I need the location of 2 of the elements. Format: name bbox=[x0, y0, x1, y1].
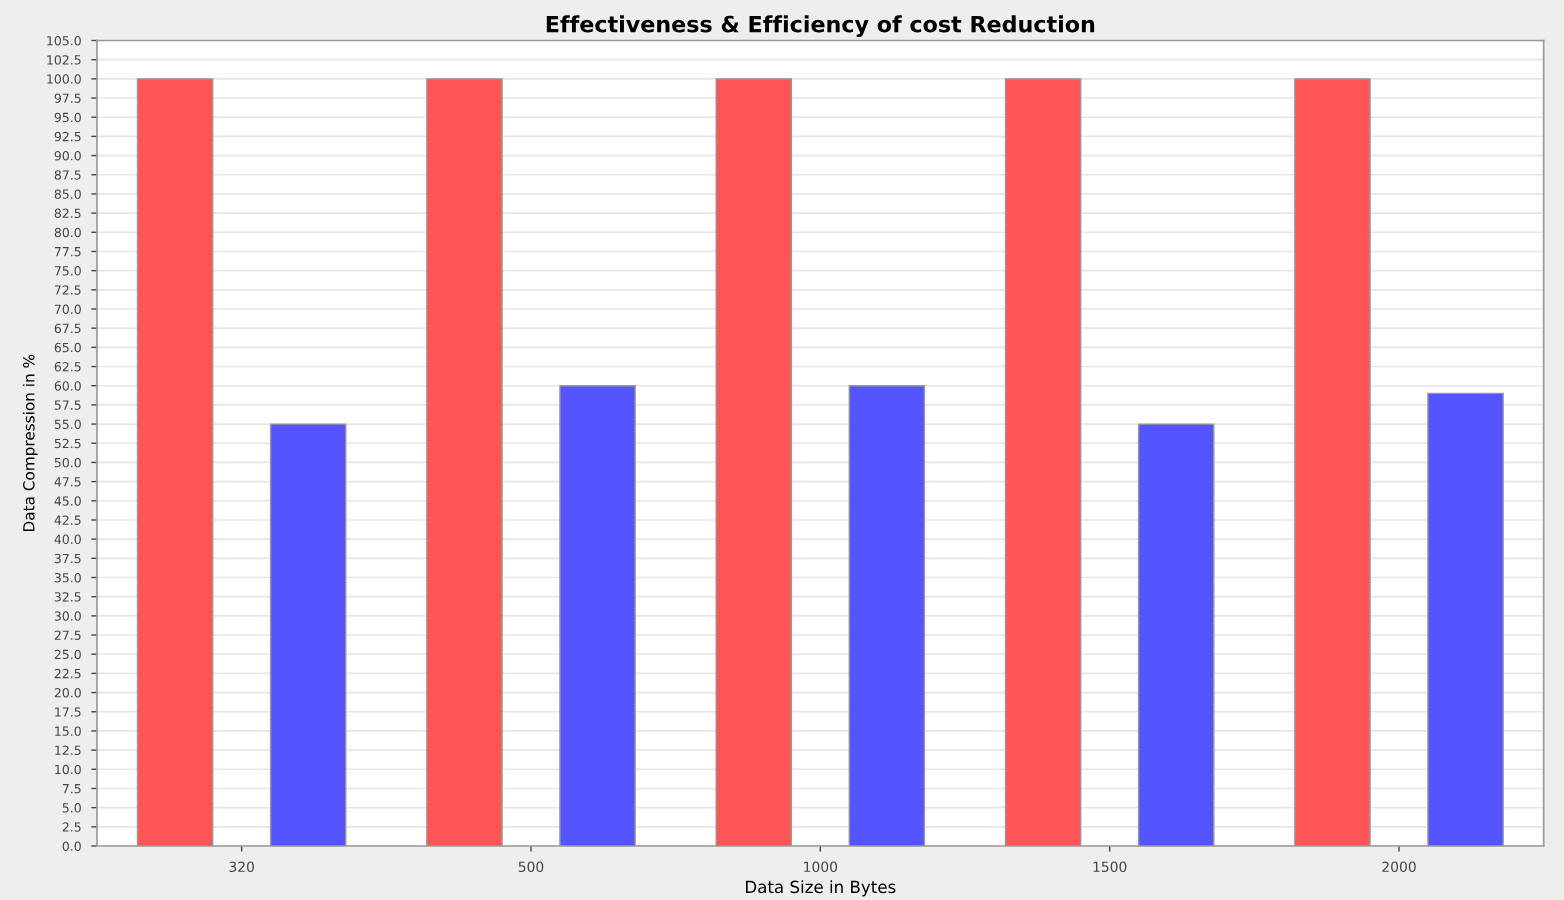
x-axis-title: Data Size in Bytes bbox=[746, 880, 896, 897]
chart-title: Effectiveness & Efficiency of cost Reduction bbox=[546, 15, 1095, 37]
